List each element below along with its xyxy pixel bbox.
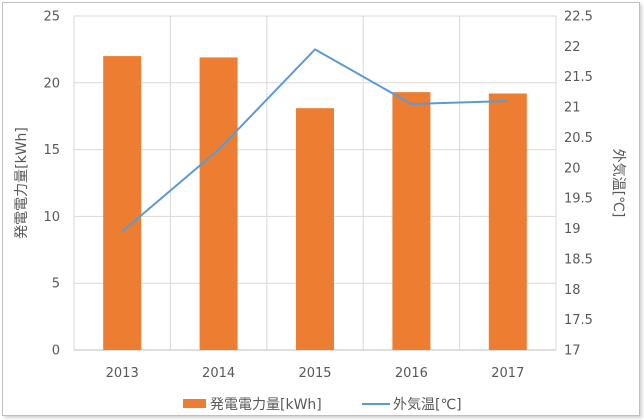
left-axis-ticks: 0 5 10 15 20 25 xyxy=(43,10,60,359)
bar-series xyxy=(103,56,527,351)
x-tick-label: 2016 xyxy=(395,366,428,381)
right-axis-title: 外気温[℃] xyxy=(610,149,626,218)
bar xyxy=(296,108,334,351)
bar xyxy=(103,56,142,351)
right-tick-label: 20.5 xyxy=(564,131,593,146)
right-tick-label: 18.5 xyxy=(564,252,593,267)
gridlines xyxy=(73,15,557,351)
x-tick-label: 2015 xyxy=(298,366,331,381)
left-tick-label: 25 xyxy=(43,10,60,25)
line-series xyxy=(121,48,508,233)
x-tick-label: 2017 xyxy=(491,366,524,381)
right-axis-ticks: 17 17.5 18 18.5 19 19.5 20 20.5 21 21.5 22 22.5 xyxy=(564,10,593,359)
legend-line-label: 外気温[℃] xyxy=(393,397,462,413)
left-tick-label: 15 xyxy=(43,143,60,158)
right-tick-label: 21 xyxy=(564,101,581,116)
bar xyxy=(392,92,431,350)
right-tick-label: 21.5 xyxy=(564,70,593,85)
bar xyxy=(199,57,238,350)
right-tick-label: 22 xyxy=(564,40,581,55)
legend-bar-swatch xyxy=(183,399,206,408)
right-tick-label: 20 xyxy=(564,161,581,176)
legend-bar-label: 発電電力量[kWh] xyxy=(210,397,322,413)
right-tick-label: 22.5 xyxy=(564,10,593,25)
x-axis-ticks: 2013 2014 2015 2016 2017 xyxy=(106,366,525,381)
legend: 発電電力量[kWh] 外気温[℃] xyxy=(183,397,462,413)
right-tick-label: 19 xyxy=(564,222,581,237)
bar xyxy=(488,93,527,350)
right-tick-label: 17 xyxy=(564,344,581,359)
x-tick-label: 2014 xyxy=(202,366,235,381)
x-tick-label: 2013 xyxy=(106,366,139,381)
right-tick-label: 18 xyxy=(564,283,581,298)
right-tick-label: 17.5 xyxy=(564,313,593,328)
left-axis-title: 発電電力量[kWh] xyxy=(14,127,30,239)
right-tick-label: 19.5 xyxy=(564,192,593,207)
left-tick-label: 0 xyxy=(52,344,60,359)
left-tick-label: 20 xyxy=(43,76,60,91)
left-tick-label: 5 xyxy=(52,277,60,292)
left-tick-label: 10 xyxy=(43,210,60,225)
